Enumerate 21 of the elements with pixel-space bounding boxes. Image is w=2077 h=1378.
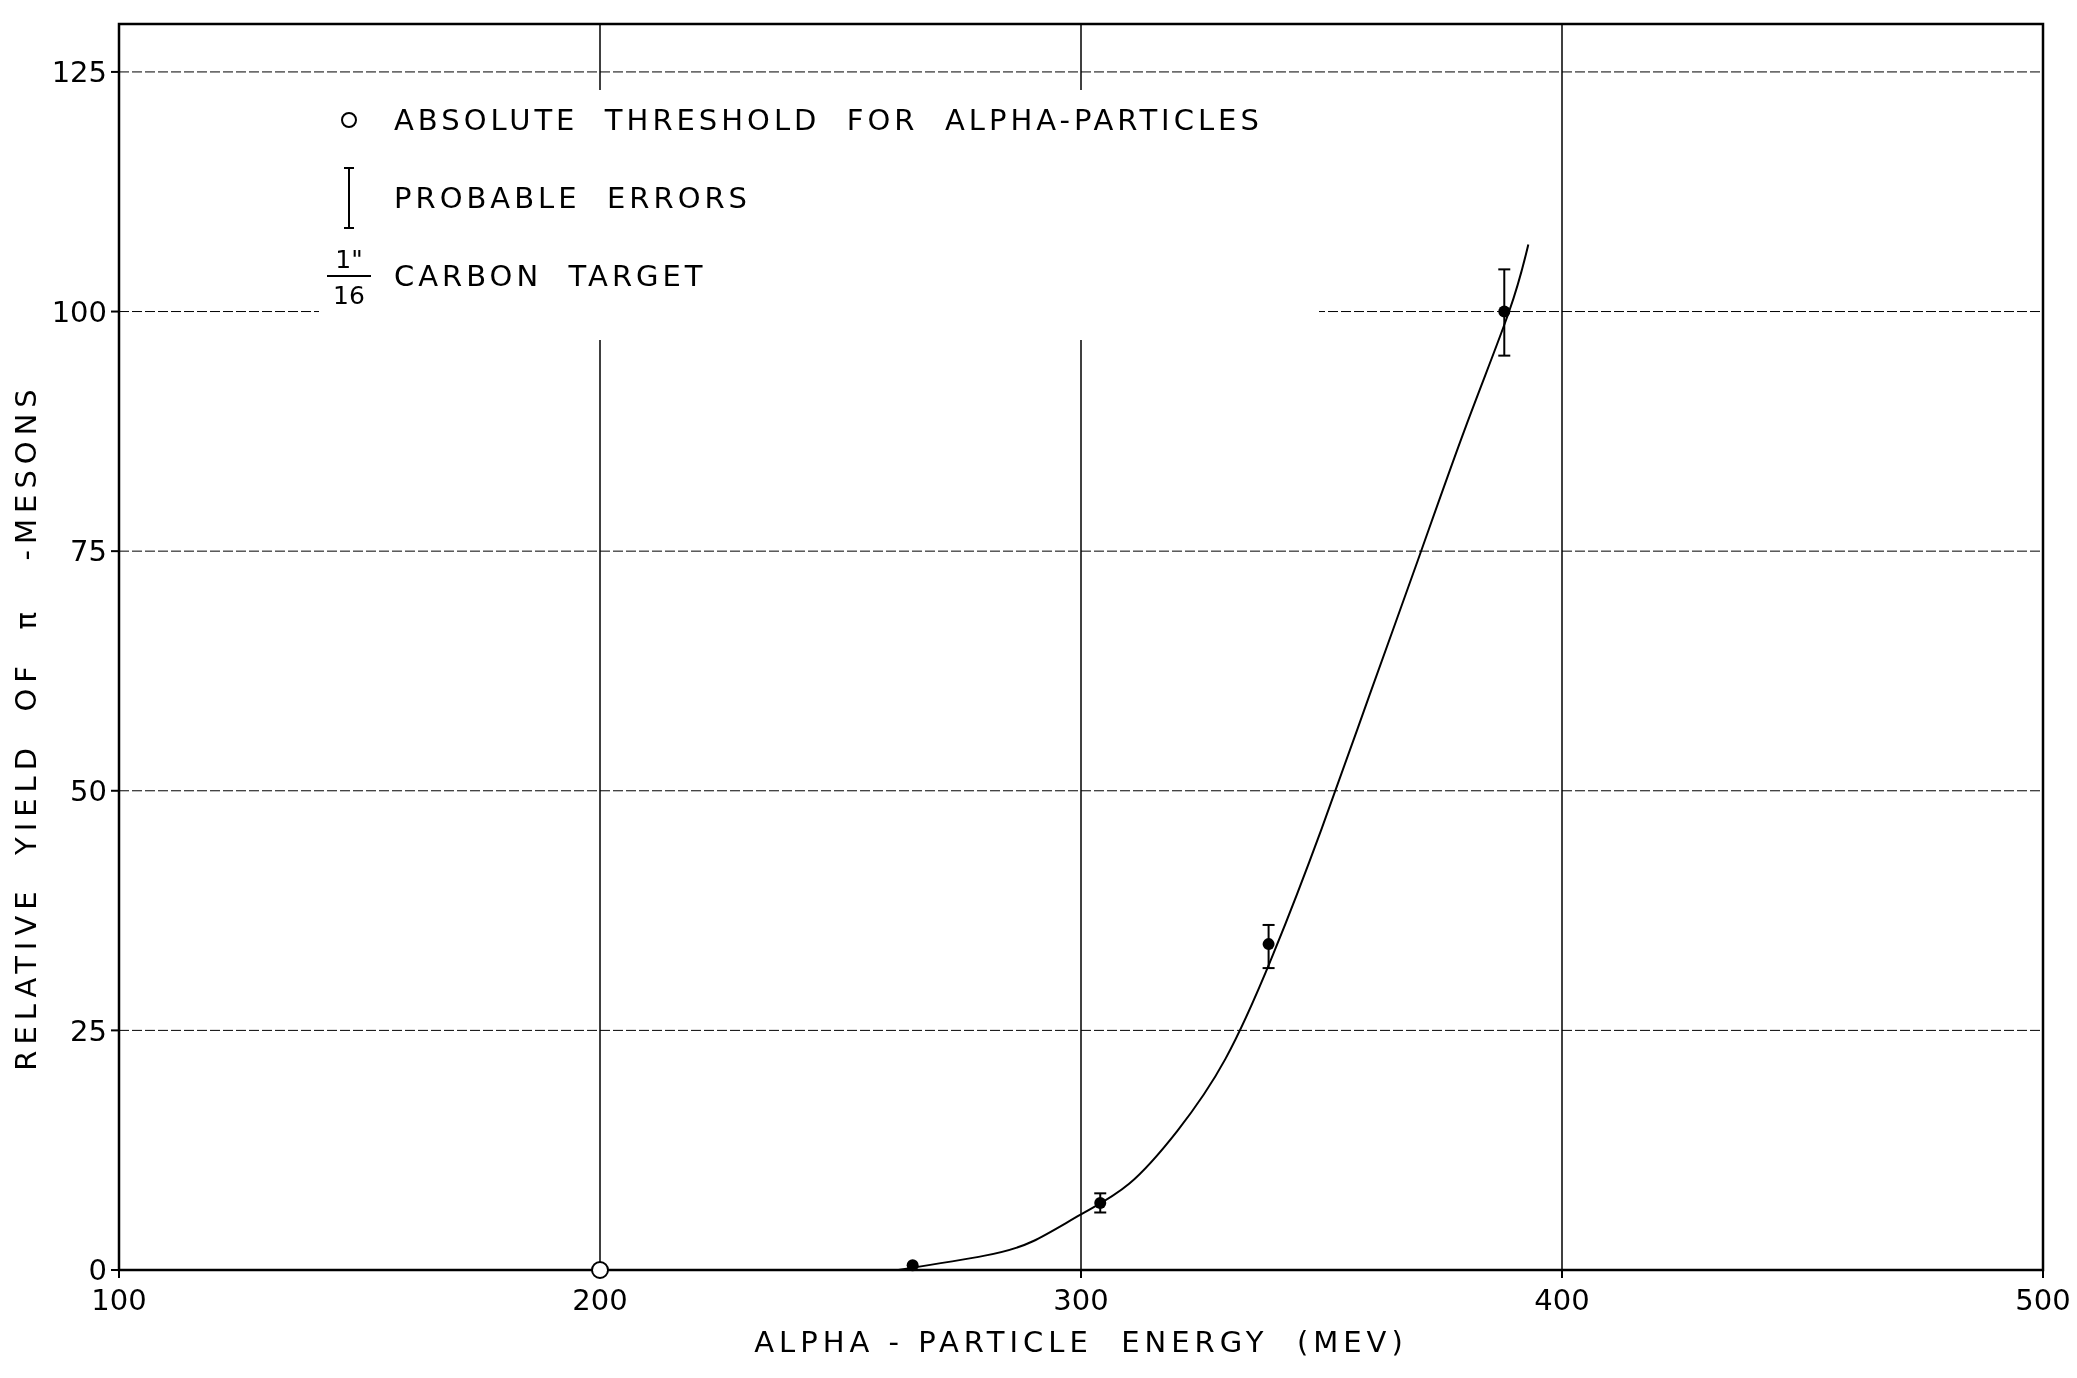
point (1498, 305, 1511, 318)
point (591, 1261, 609, 1279)
y-tick-label: 50 (70, 773, 107, 808)
x-tick-label: 400 (1534, 1283, 1590, 1317)
y-tick-label: 25 (70, 1013, 107, 1048)
annotation: PROBABLE ERRORS (394, 181, 752, 216)
annotation: CARBON TARGET (394, 259, 707, 294)
annotation: 16 (333, 281, 365, 310)
y-tick-label: 125 (51, 55, 107, 90)
point (1262, 938, 1275, 951)
annotation: 1" (335, 245, 363, 274)
legend-label: ABSOLUTE THRESHOLD FOR ALPHA-PARTICLES (394, 103, 1263, 138)
x-axis-title: ALPHA - PARTICLE ENERGY (MEV) (754, 1325, 1408, 1359)
y-axis-title: RELATIVE YIELD OF π -MESONS (9, 383, 43, 1071)
x-tick-label: 500 (2015, 1283, 2071, 1317)
point (906, 1259, 919, 1272)
x-tick-label: 300 (1053, 1283, 1109, 1317)
y-tick-label: 75 (70, 534, 107, 569)
x-tick-label: 200 (572, 1283, 628, 1317)
y-tick-label: 100 (51, 294, 107, 329)
point (1094, 1196, 1107, 1209)
